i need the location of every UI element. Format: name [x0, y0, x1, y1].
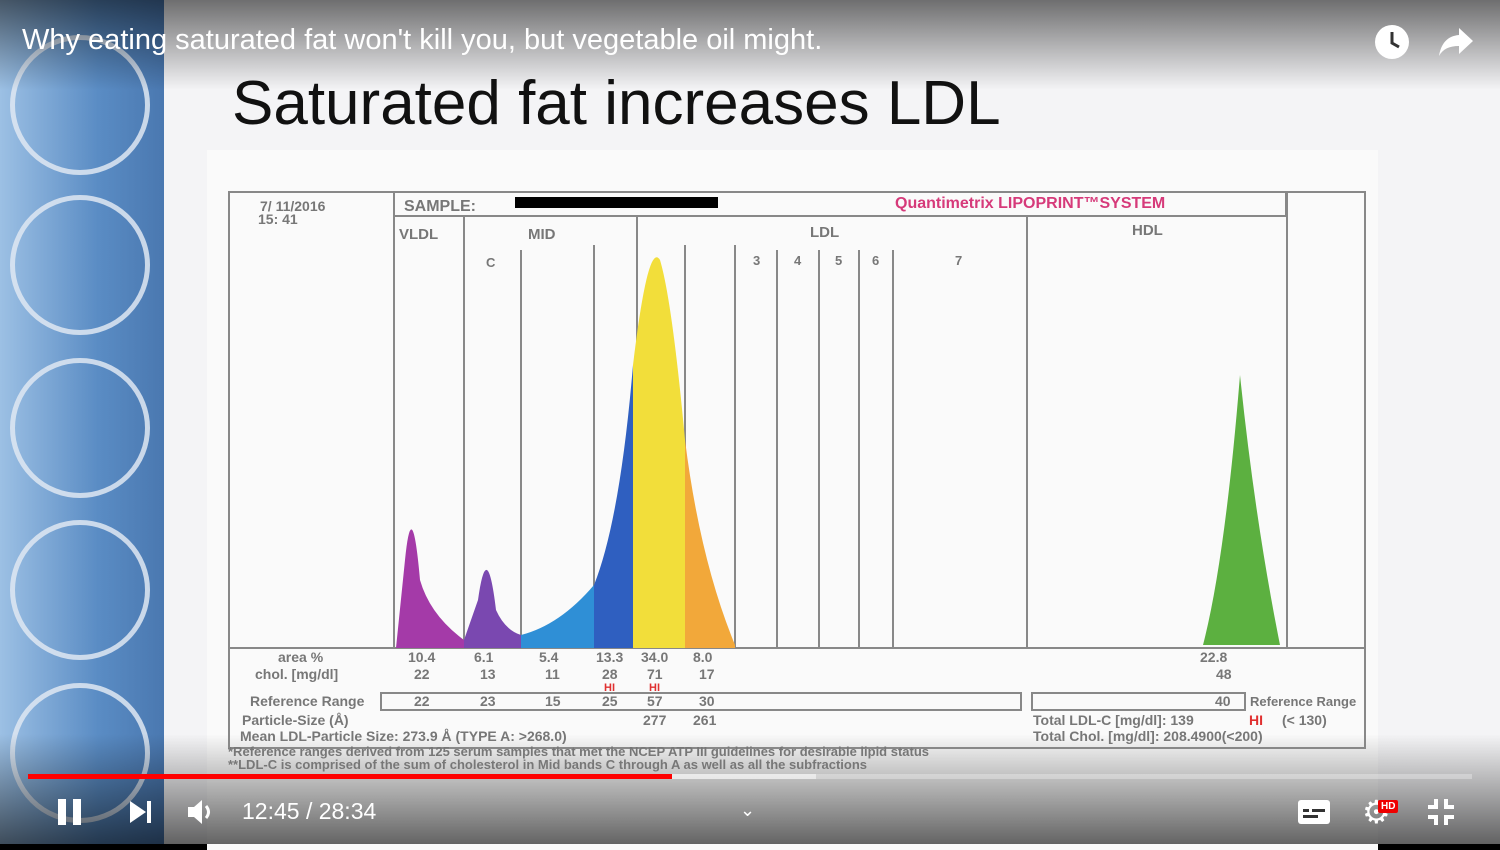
progress-bar[interactable] — [28, 774, 1472, 779]
total-ldl-ref: (< 130) — [1282, 712, 1327, 728]
peak-mid-b — [521, 585, 594, 648]
total-ldl: Total LDL-C [mg/dl]: 139 — [1033, 712, 1194, 728]
chol-label: chol. [mg/dl] — [255, 666, 338, 682]
ref-value: 57 — [647, 693, 663, 709]
mean-ldl-size: Mean LDL-Particle Size: 273.9 Å (TYPE A:… — [240, 728, 567, 744]
footnote-2: **LDL-C is comprised of the sum of chole… — [228, 757, 867, 772]
area-value: 34.0 — [641, 649, 668, 665]
section-vldl: VLDL — [399, 226, 438, 243]
lipoprint-report — [207, 150, 1378, 850]
played-bar — [28, 774, 673, 779]
controls-overlay — [0, 734, 1500, 844]
band-label: 5 — [835, 253, 842, 268]
skip-next-icon — [130, 801, 151, 823]
volume-button[interactable] — [186, 798, 216, 831]
ref-value: 15 — [545, 693, 561, 709]
vitruvian-decoration — [0, 0, 164, 844]
ref-value: 22 — [414, 693, 430, 709]
area-label: area % — [278, 649, 324, 665]
share-arrow-icon[interactable] — [1437, 24, 1475, 68]
band-label: 6 — [872, 253, 879, 268]
peak-lp1 — [594, 365, 637, 648]
chol-value: 28 — [602, 666, 618, 682]
band-label: 3 — [753, 253, 760, 268]
hdl-area: 22.8 — [1200, 649, 1227, 665]
hi-flag: HI — [604, 682, 615, 694]
video-title[interactable]: Why eating saturated fat won't kill you,… — [22, 24, 823, 56]
time-display: 12:45 / 28:34 — [242, 798, 377, 824]
psize-value: 277 — [643, 712, 667, 728]
chol-value: 13 — [480, 666, 496, 682]
ref-value: 25 — [602, 693, 618, 709]
section-mid: MID — [528, 226, 556, 243]
area-value: 10.4 — [408, 649, 435, 665]
vitruvian-figure-icon — [10, 358, 150, 498]
subtitles-icon — [1298, 800, 1330, 824]
hi-flag: HI — [649, 682, 660, 694]
psize-value: 261 — [693, 712, 717, 728]
pause-icon — [58, 799, 81, 825]
ref-value: 23 — [480, 693, 496, 709]
peak-lp3 — [685, 440, 735, 648]
sample-label: SAMPLE: — [404, 198, 476, 215]
peak-mid-c — [464, 569, 521, 648]
peak-lp2 — [633, 257, 685, 648]
ref-value: 30 — [699, 693, 715, 709]
chevron-down-icon[interactable]: ⌄ — [740, 800, 756, 820]
ref-label: Reference Range — [250, 693, 365, 709]
hdl-chol: 48 — [1216, 666, 1232, 682]
band-label: C — [486, 255, 496, 270]
redacted-sample-id — [515, 197, 718, 208]
footnote-1: *Reference ranges derived from 125 serum… — [228, 744, 929, 759]
band-labels: C 3 4 5 6 7 — [486, 253, 962, 270]
area-value: 13.3 — [596, 649, 623, 665]
area-value: 8.0 — [693, 649, 713, 665]
area-value: 5.4 — [539, 649, 559, 665]
chol-value: 22 — [414, 666, 430, 682]
system-brand: Quantimetrix LIPOPRINT™SYSTEM — [895, 195, 1165, 212]
total-chol: Total Chol. [mg/dl]: 208.4900(<200) — [1033, 728, 1263, 744]
top-overlay — [0, 0, 1500, 90]
psize-label: Particle-Size (Å) — [242, 712, 349, 728]
volume-icon — [188, 800, 210, 824]
peak-vldl — [396, 529, 464, 648]
report-time: 15: 41 — [258, 211, 298, 227]
area-value: 6.1 — [474, 649, 494, 665]
band-label: 7 — [955, 253, 962, 268]
exit-fullscreen-icon — [1428, 799, 1454, 825]
next-button[interactable] — [128, 799, 154, 830]
clock-icon[interactable] — [1374, 24, 1410, 68]
total-ldl-hi: HI — [1249, 712, 1263, 728]
chol-value: 71 — [647, 666, 663, 682]
chol-value: 17 — [699, 666, 715, 682]
report-date: 7/ 11/2016 — [260, 198, 326, 214]
vitruvian-figure-icon — [10, 195, 150, 335]
section-ldl: LDL — [810, 224, 839, 241]
subtitles-button[interactable] — [1297, 799, 1331, 830]
peak-hdl — [1203, 375, 1280, 645]
chol-value: 11 — [545, 666, 560, 682]
hdl-ref: 40 — [1215, 693, 1231, 709]
vitruvian-figure-icon — [10, 520, 150, 660]
section-hdl: HDL — [1132, 222, 1163, 239]
exit-fullscreen-button[interactable] — [1426, 797, 1456, 832]
pause-button[interactable] — [56, 797, 84, 832]
hd-badge: HD — [1378, 800, 1399, 813]
band-label: 4 — [794, 253, 802, 268]
ref-label-right: Reference Range — [1250, 694, 1356, 709]
